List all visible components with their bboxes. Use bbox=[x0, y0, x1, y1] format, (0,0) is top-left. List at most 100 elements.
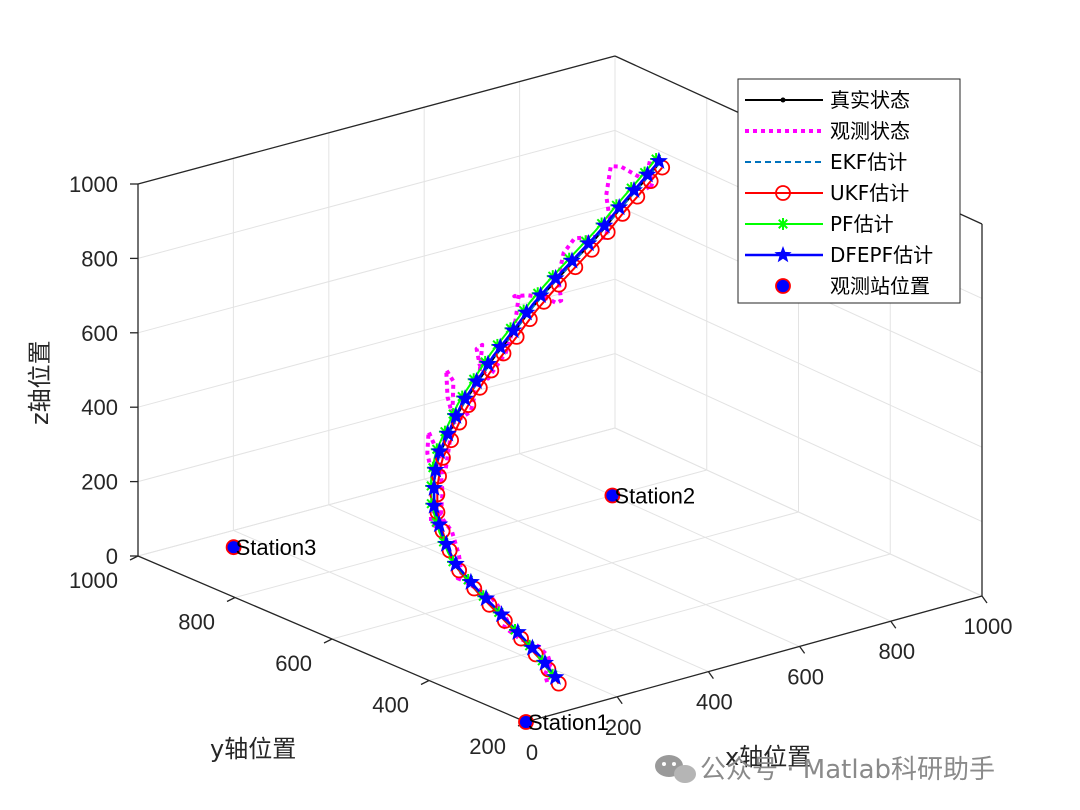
y-tick-mark bbox=[226, 596, 236, 603]
x-tick-mark bbox=[616, 696, 623, 705]
grid-line bbox=[428, 553, 891, 681]
z-tick-label: 600 bbox=[81, 321, 118, 346]
legend-label: DFEPF估计 bbox=[830, 243, 933, 267]
dfepf-marker bbox=[595, 216, 614, 234]
dfepf-marker bbox=[536, 653, 554, 671]
y-tick-label: 400 bbox=[372, 693, 409, 718]
x-tick-label: 400 bbox=[696, 690, 733, 715]
dfepf-marker bbox=[523, 638, 542, 656]
legend-box bbox=[737, 78, 961, 304]
grid-line bbox=[331, 511, 799, 640]
z-tick-label: 200 bbox=[81, 470, 118, 495]
legend-label: PF估计 bbox=[830, 212, 894, 236]
legend-label: EKF估计 bbox=[830, 150, 907, 174]
x-axis-line bbox=[525, 595, 983, 723]
dfepf-marker bbox=[467, 371, 486, 390]
pf-line bbox=[430, 158, 657, 676]
dfepf-marker bbox=[625, 180, 643, 198]
dfepf-marker bbox=[492, 605, 511, 623]
box-edge bbox=[137, 55, 616, 185]
x-tick-label: 200 bbox=[605, 715, 642, 740]
z-tick-label: 800 bbox=[81, 246, 118, 271]
z-tick-label: 0 bbox=[106, 544, 118, 569]
wechat-icon bbox=[655, 755, 696, 783]
station-marker bbox=[225, 539, 242, 556]
dfepf-marker bbox=[456, 389, 474, 407]
y-tick-label: 1000 bbox=[69, 568, 118, 593]
legend-label: 真实状态 bbox=[830, 88, 910, 112]
y-tick-label: 600 bbox=[275, 651, 312, 676]
y-axis-label: y轴位置 bbox=[210, 735, 296, 763]
grid-line bbox=[137, 129, 616, 259]
legend-label: UKF估计 bbox=[830, 181, 909, 205]
watermark: 公众号 · Matlab科研助手 bbox=[655, 755, 995, 785]
series-layer bbox=[425, 151, 671, 692]
grid-line bbox=[614, 353, 983, 523]
x-tick-label: 0 bbox=[526, 740, 538, 765]
dfepf-marker bbox=[649, 151, 668, 169]
grid-line bbox=[137, 204, 616, 334]
dfepf-marker bbox=[437, 534, 456, 552]
x-axis-label: x轴位置 bbox=[725, 743, 811, 771]
dfepf-marker bbox=[425, 496, 444, 514]
dfepf-marker bbox=[563, 251, 581, 269]
legend-label: 观测站位置 bbox=[830, 274, 930, 298]
dfepf-marker bbox=[479, 354, 497, 372]
dfepf-marker bbox=[438, 424, 457, 442]
dfepf-marker bbox=[446, 554, 465, 572]
dfepf-marker bbox=[461, 572, 480, 590]
y-tick-mark bbox=[420, 679, 430, 686]
y-tick-mark bbox=[129, 555, 139, 561]
station-marker bbox=[604, 487, 621, 504]
dfepf-marker bbox=[638, 165, 657, 183]
station-label: Station1 bbox=[528, 710, 609, 735]
dfepf-marker bbox=[517, 303, 536, 321]
y-tick-label: 800 bbox=[178, 610, 215, 635]
dfepf-marker bbox=[610, 198, 629, 216]
tick-layer: 0200400600800100020040060080010000200400… bbox=[69, 172, 1012, 765]
z-axis-label: z轴位置 bbox=[26, 340, 54, 425]
grid-line bbox=[614, 427, 983, 597]
dfepf-marker bbox=[579, 233, 598, 252]
dfepf-marker bbox=[446, 406, 465, 424]
station-label: Station3 bbox=[236, 535, 317, 560]
x-tick-mark bbox=[981, 595, 988, 604]
z-tick-label: 1000 bbox=[69, 172, 118, 197]
grid-line bbox=[234, 469, 707, 598]
legend-marker bbox=[777, 218, 789, 230]
x-tick-label: 600 bbox=[787, 664, 824, 689]
x-tick-label: 1000 bbox=[964, 614, 1013, 639]
dfepf-marker bbox=[430, 515, 449, 533]
grid-line bbox=[614, 278, 983, 448]
dfepf-marker bbox=[504, 321, 523, 339]
legend-label: 观测状态 bbox=[830, 119, 910, 143]
y-tick-label: 200 bbox=[469, 734, 506, 759]
dfepf-marker bbox=[477, 588, 496, 607]
dfepf-marker bbox=[425, 478, 443, 496]
ukf-line bbox=[436, 166, 663, 685]
watermark-text: 公众号 · Matlab科研助手 bbox=[700, 755, 995, 785]
legend-marker bbox=[780, 97, 786, 103]
legend-marker bbox=[775, 278, 791, 294]
grid-line bbox=[137, 353, 616, 483]
legend-marker bbox=[774, 246, 792, 263]
legend-marker bbox=[775, 185, 791, 201]
grid-line bbox=[137, 427, 616, 557]
dfepf-marker bbox=[531, 285, 550, 304]
x-tick-mark bbox=[890, 620, 897, 629]
pf-marker-stroke bbox=[778, 219, 788, 229]
x-tick-mark bbox=[799, 646, 806, 654]
station-label: Station2 bbox=[614, 484, 695, 509]
dfepf-marker bbox=[430, 441, 449, 460]
x-tick-label: 800 bbox=[878, 639, 915, 664]
y-tick-mark bbox=[323, 638, 333, 644]
x-tick-mark bbox=[707, 671, 714, 679]
dfepf-marker bbox=[491, 337, 510, 355]
station-layer: Station1 Station2 Station3 bbox=[225, 484, 695, 735]
dfepf-line bbox=[432, 160, 660, 679]
dfepf-marker bbox=[508, 622, 527, 640]
z-tick-label: 400 bbox=[81, 395, 118, 420]
